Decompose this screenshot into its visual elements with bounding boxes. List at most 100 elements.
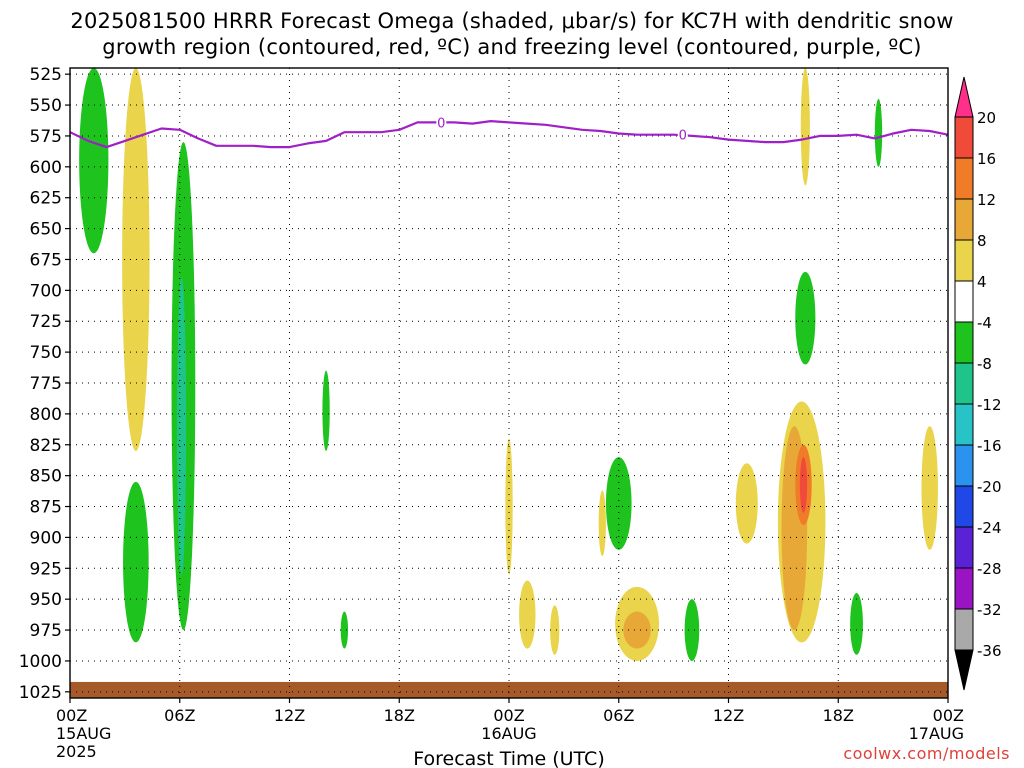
colorbar-label-6: -8	[977, 355, 992, 373]
y-tick-label-8: 725	[30, 312, 62, 332]
omega-region-10	[598, 490, 606, 556]
omega-region-16	[800, 68, 810, 186]
omega-region-0	[79, 68, 109, 254]
y-tick-label-12: 825	[30, 436, 62, 456]
colorbar-label-3: 8	[977, 232, 987, 250]
pressure-axis: 525 550 575 600 625 650 675 700 725 750 775 800 825 8…	[19, 65, 70, 703]
freezing-level-line	[70, 119, 948, 149]
omega-region-6	[340, 611, 349, 649]
colorbar-band-14	[954, 649, 974, 691]
colorbar-label-2: 12	[977, 191, 996, 209]
y-tick-label-16: 925	[30, 559, 62, 579]
y-tick-label-11: 800	[30, 405, 62, 425]
y-tick-label-4: 625	[30, 189, 62, 209]
omega-region-13	[623, 611, 651, 649]
y-tick-label-18: 975	[30, 621, 62, 641]
x-tick-date-4: 16AUG	[481, 724, 536, 743]
colorbar-band-11	[954, 526, 974, 569]
colorbar-band-3	[954, 198, 974, 241]
omega-region-22	[850, 593, 863, 655]
freezing-level-contour: 00	[70, 115, 948, 149]
x-tick-label-5: 06Z	[603, 706, 634, 725]
colorbar-band-0	[954, 76, 974, 118]
y-tick-label-14: 875	[30, 498, 62, 518]
surface-band	[70, 681, 948, 698]
omega-region-14	[684, 599, 700, 661]
omega-region-9	[550, 605, 560, 655]
x-tick-label-3: 18Z	[384, 706, 415, 725]
y-tick-label-7: 700	[30, 281, 62, 301]
colorbar-label-8: -16	[977, 437, 1002, 455]
omega-region-24	[921, 426, 938, 550]
omega-region-1	[122, 68, 150, 451]
y-tick-label-1: 550	[30, 96, 62, 116]
y-tick-label-19: 1000	[19, 652, 62, 672]
x-tick-date-0: 15AUG	[56, 724, 111, 743]
colorbar-band-4	[954, 239, 974, 282]
freezing-level-label-bg-1	[677, 127, 688, 142]
grid-lines	[69, 68, 949, 698]
x-tick-label-6: 12Z	[713, 706, 744, 725]
colorbar-band-1	[954, 116, 974, 159]
colorbar-label-12: -32	[977, 601, 1002, 619]
y-tick-label-13: 850	[30, 467, 62, 487]
colorbar-band-8	[954, 403, 974, 446]
omega-region-4	[123, 481, 149, 643]
freezing-level-label-0: 0	[437, 116, 445, 131]
source-credit: coolwx.com/models	[843, 744, 1010, 763]
chart-title: 2025081500 HRRR Forecast Omega (shaded, …	[0, 8, 1024, 60]
colorbar-label-11: -28	[977, 560, 1002, 578]
x-tick-label-4: 00Z	[493, 706, 524, 725]
x-tick-label-8: 00Z	[933, 706, 964, 725]
colorbar-band-2	[954, 157, 974, 200]
omega-shading	[70, 68, 948, 698]
colorbar-band-10	[954, 485, 974, 528]
y-tick-label-0: 525	[30, 65, 62, 85]
colorbar-label-0: 20	[977, 109, 996, 127]
y-tick-label-9: 750	[30, 343, 62, 363]
y-tick-label-3: 600	[30, 158, 62, 178]
y-tick-label-6: 675	[30, 250, 62, 270]
y-tick-label-2: 575	[30, 127, 62, 147]
colorbar-label-9: -20	[977, 478, 1002, 496]
x-tick-label-7: 18Z	[823, 706, 854, 725]
y-tick-label-17: 950	[30, 590, 62, 610]
colorbar-label-13: -36	[977, 642, 1002, 660]
colorbar-band-12	[954, 567, 974, 610]
chart-title-line-1: 2025081500 HRRR Forecast Omega (shaded, …	[70, 9, 954, 33]
colorbar-label-10: -24	[977, 519, 1002, 537]
omega-region-8	[519, 580, 536, 649]
x-tick-date-8: 17AUG	[909, 724, 964, 743]
colorbar-label-7: -12	[977, 396, 1002, 414]
x-axis-label: Forecast Time (UTC)	[413, 748, 604, 768]
y-tick-label-15: 900	[30, 528, 62, 548]
x-tick-label-1: 06Z	[164, 706, 195, 725]
omega-region-15	[735, 463, 758, 544]
colorbar-band-7	[954, 362, 974, 405]
colorbar-label-1: 16	[977, 150, 996, 168]
omega-region-11	[605, 457, 632, 550]
colorbar-label-4: 4	[977, 273, 987, 291]
colorbar-band-9	[954, 444, 974, 487]
colorbar: 20 16 12 8 4 -4 -8 -12 -16 -20 -24 -28 -32 -36	[954, 76, 1002, 691]
freezing-level-label-1: 0	[679, 129, 687, 144]
y-tick-label-5: 650	[30, 220, 62, 240]
omega-region-21	[799, 457, 808, 513]
colorbar-band-5	[954, 280, 974, 323]
colorbar-label-5: -4	[977, 314, 992, 332]
chart-title-line-2: growth region (contoured, red, ºC) and f…	[102, 35, 922, 59]
omega-region-23	[874, 98, 883, 167]
colorbar-band-6	[954, 321, 974, 364]
x-tick-year-0: 2025	[56, 742, 97, 761]
colorbar-band-13	[954, 608, 974, 651]
x-tick-label-0: 00Z	[56, 706, 87, 725]
omega-region-3	[177, 278, 187, 575]
omega-region-17	[795, 271, 816, 365]
y-tick-label-10: 775	[30, 374, 62, 394]
y-tick-label-20: 1025	[19, 683, 62, 703]
omega-region-5	[322, 370, 330, 451]
freezing-level-label-bg-0	[436, 115, 447, 130]
x-tick-label-2: 12Z	[274, 706, 305, 725]
